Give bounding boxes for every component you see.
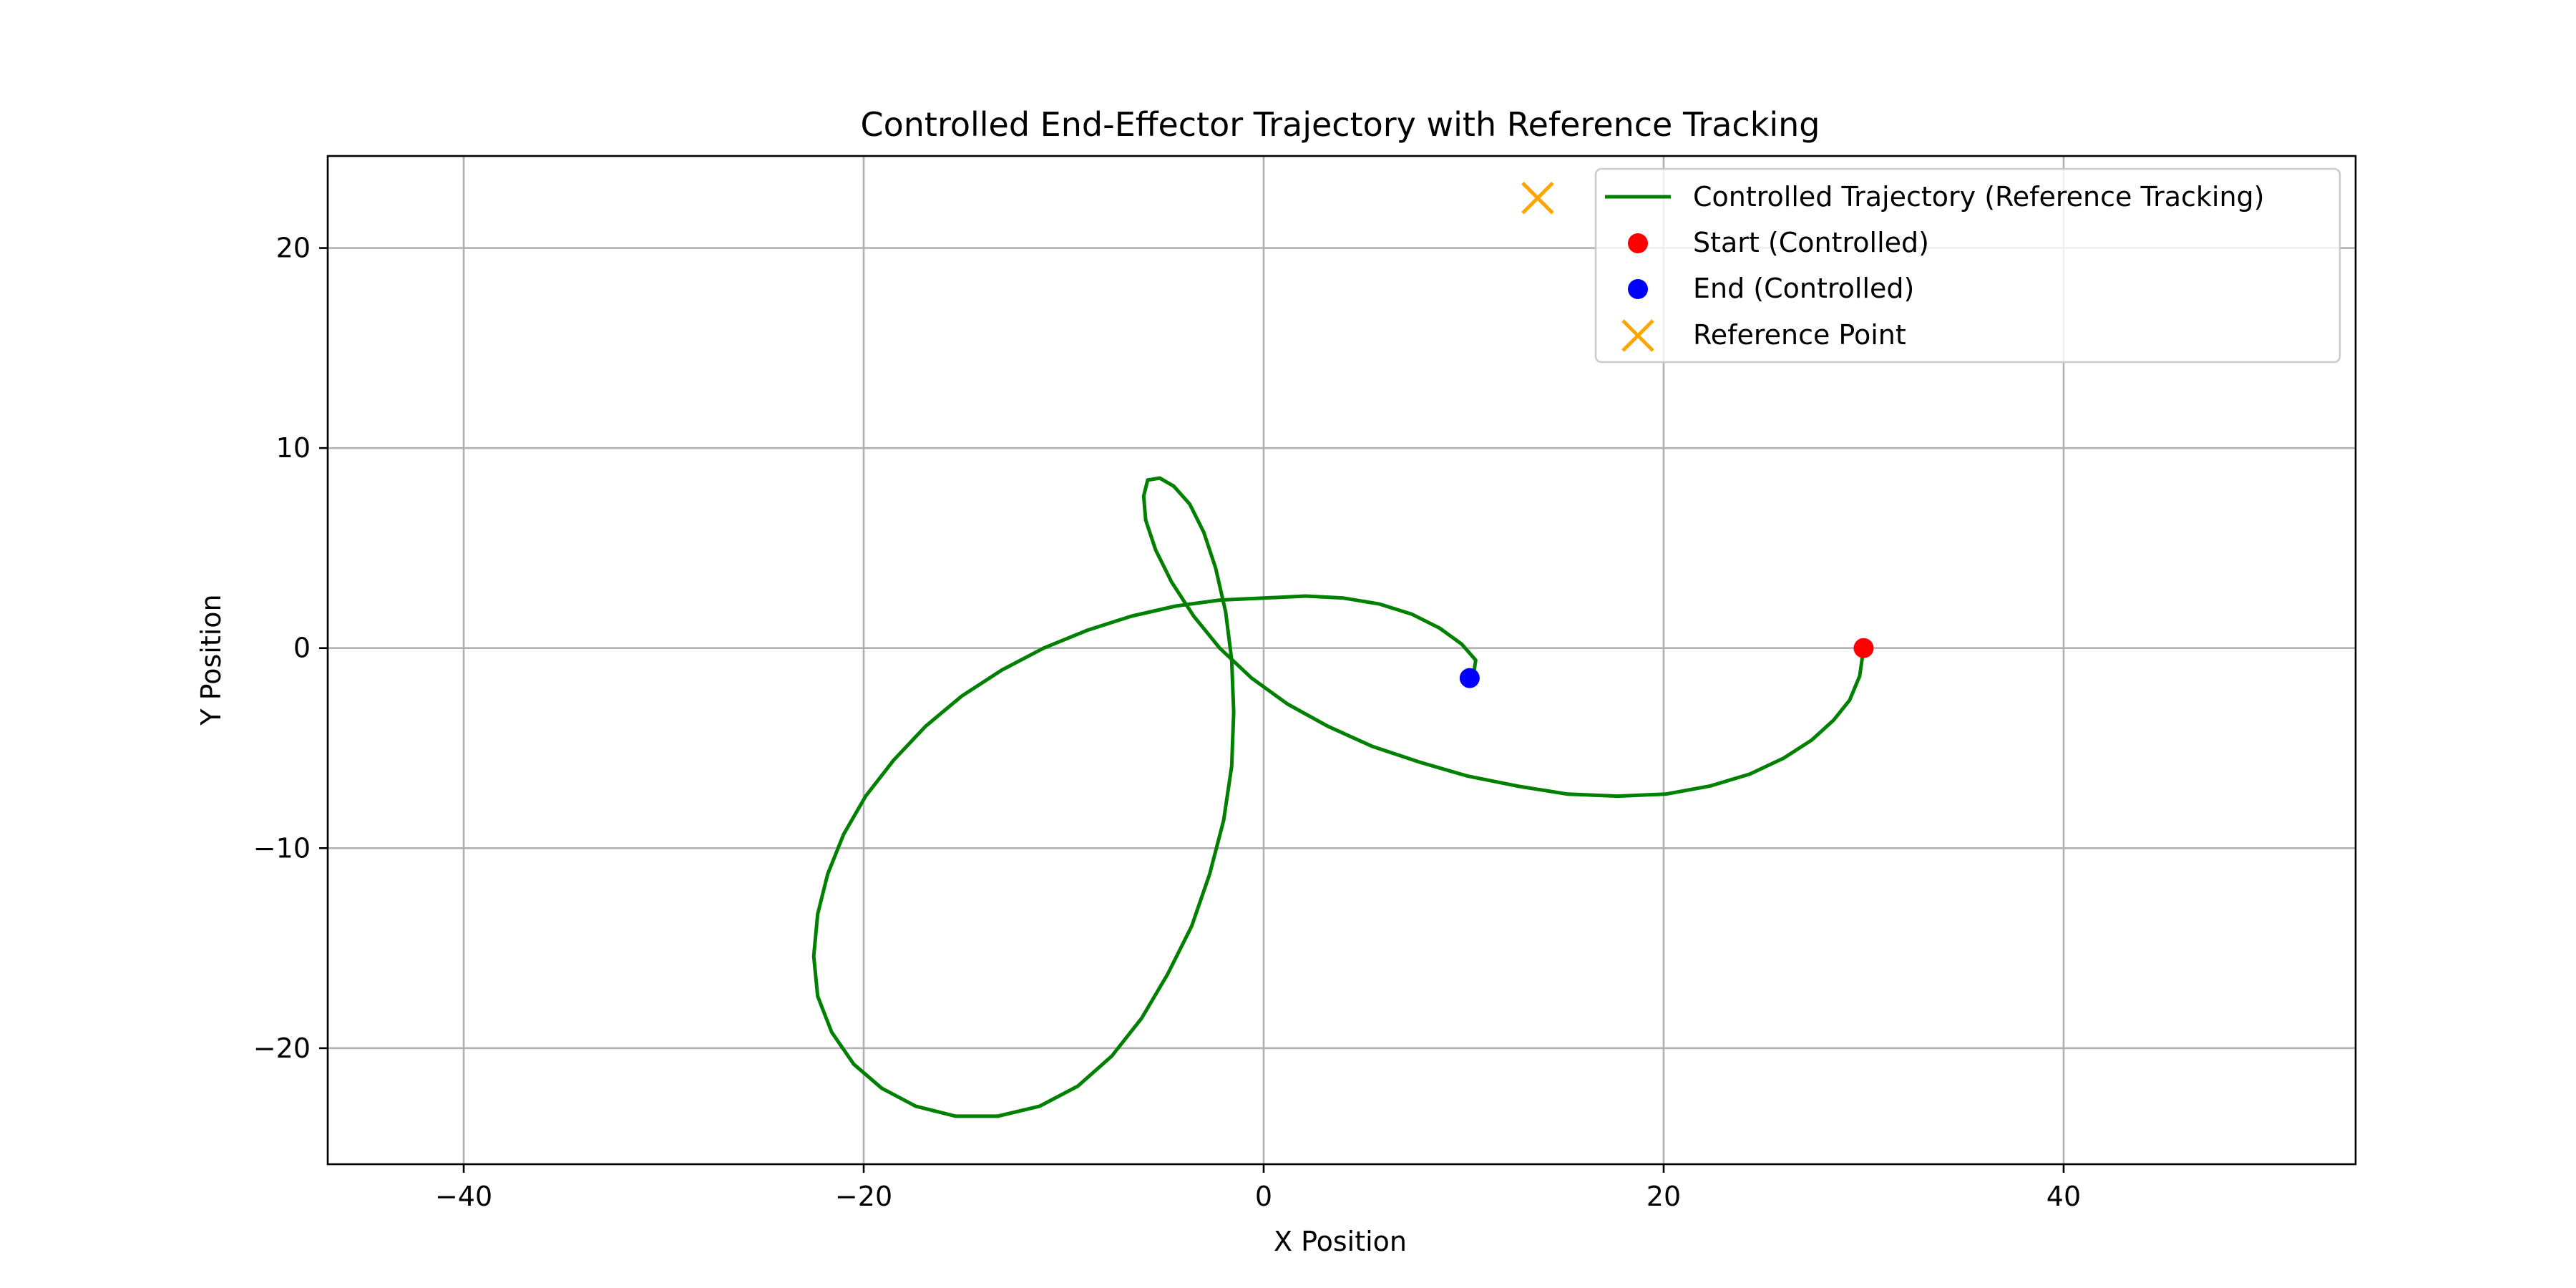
x-axis-label: X Position xyxy=(1274,1226,1407,1257)
series-layer xyxy=(811,181,1874,1118)
legend-start-label: Start (Controlled) xyxy=(1693,227,1929,258)
y-tick-label: 10 xyxy=(276,432,311,464)
trajectory-line xyxy=(811,476,1865,1118)
y-axis-ticks: −20 −10 0 10 20 xyxy=(253,233,328,1064)
y-tick-label: 20 xyxy=(276,233,311,264)
reference-point-marker xyxy=(1521,181,1554,215)
legend-reference-swatch xyxy=(1621,319,1654,352)
x-tick-label: −20 xyxy=(835,1181,892,1212)
legend-end-swatch xyxy=(1628,279,1648,299)
x-axis-ticks: −40 −20 0 20 40 xyxy=(435,1164,2081,1212)
legend-start-swatch xyxy=(1628,233,1648,253)
axes-frame xyxy=(326,155,2357,1166)
start-point-marker xyxy=(1853,638,1874,658)
y-tick-label: −10 xyxy=(253,832,311,864)
end-point-marker xyxy=(1459,668,1480,688)
legend-end-label: End (Controlled) xyxy=(1693,273,1914,304)
y-tick-label: 0 xyxy=(293,633,311,664)
legend: Controlled Trajectory (Reference Trackin… xyxy=(1594,167,2341,364)
x-tick-label: −40 xyxy=(435,1181,492,1212)
legend-trajectory-label: Controlled Trajectory (Reference Trackin… xyxy=(1693,181,2264,213)
x-tick-label: 40 xyxy=(2046,1181,2081,1212)
legend-box xyxy=(1594,167,2341,364)
x-tick-label: 0 xyxy=(1255,1181,1272,1212)
chart-title: Controlled End-Effector Trajectory with … xyxy=(861,105,1820,144)
legend-reference-label: Reference Point xyxy=(1693,319,1906,351)
y-tick-label: −20 xyxy=(253,1033,311,1064)
y-axis-label: Y Position xyxy=(195,594,227,726)
x-tick-label: 20 xyxy=(1646,1181,1681,1212)
